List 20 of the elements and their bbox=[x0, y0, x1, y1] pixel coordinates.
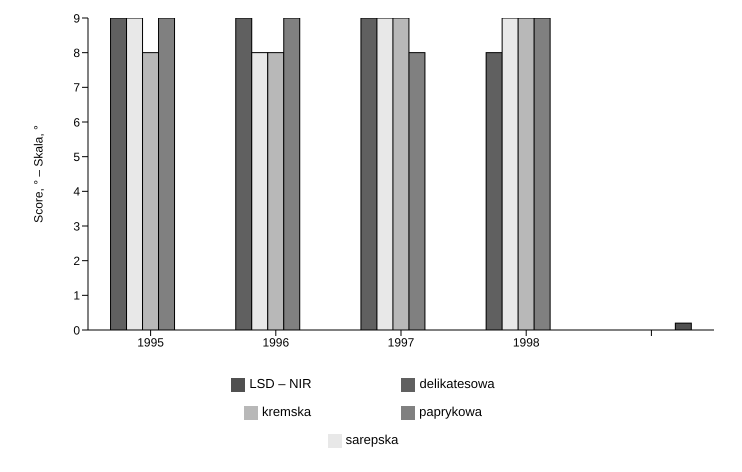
legend-label: delikatesowa bbox=[419, 376, 495, 391]
legend-label: sarepska bbox=[346, 432, 398, 447]
y-tick-label: 9 bbox=[73, 11, 80, 26]
y-tick-label: 2 bbox=[73, 254, 80, 268]
x-tick-label: 1998 bbox=[512, 336, 540, 350]
x-tick-label: 1995 bbox=[137, 336, 164, 350]
y-tick-label: 5 bbox=[73, 150, 80, 164]
y-tick-label: 4 bbox=[73, 184, 80, 199]
x-tick-label: 1997 bbox=[388, 336, 415, 350]
y-tick-label: 0 bbox=[73, 323, 80, 338]
y-axis-title: Score, ° – Skala, ° bbox=[31, 124, 46, 223]
y-tick-label: 8 bbox=[73, 46, 80, 60]
x-tick-label: 1996 bbox=[262, 336, 290, 350]
y-tick-label: 6 bbox=[73, 115, 80, 130]
y-tick-label: 3 bbox=[73, 219, 80, 234]
legend-label: kremska bbox=[262, 404, 312, 419]
legend-label: LSD – NIR bbox=[249, 376, 312, 391]
y-tick-label: 7 bbox=[73, 80, 80, 95]
legend-label: paprykowa bbox=[419, 404, 482, 419]
y-tick-label: 1 bbox=[73, 288, 80, 303]
